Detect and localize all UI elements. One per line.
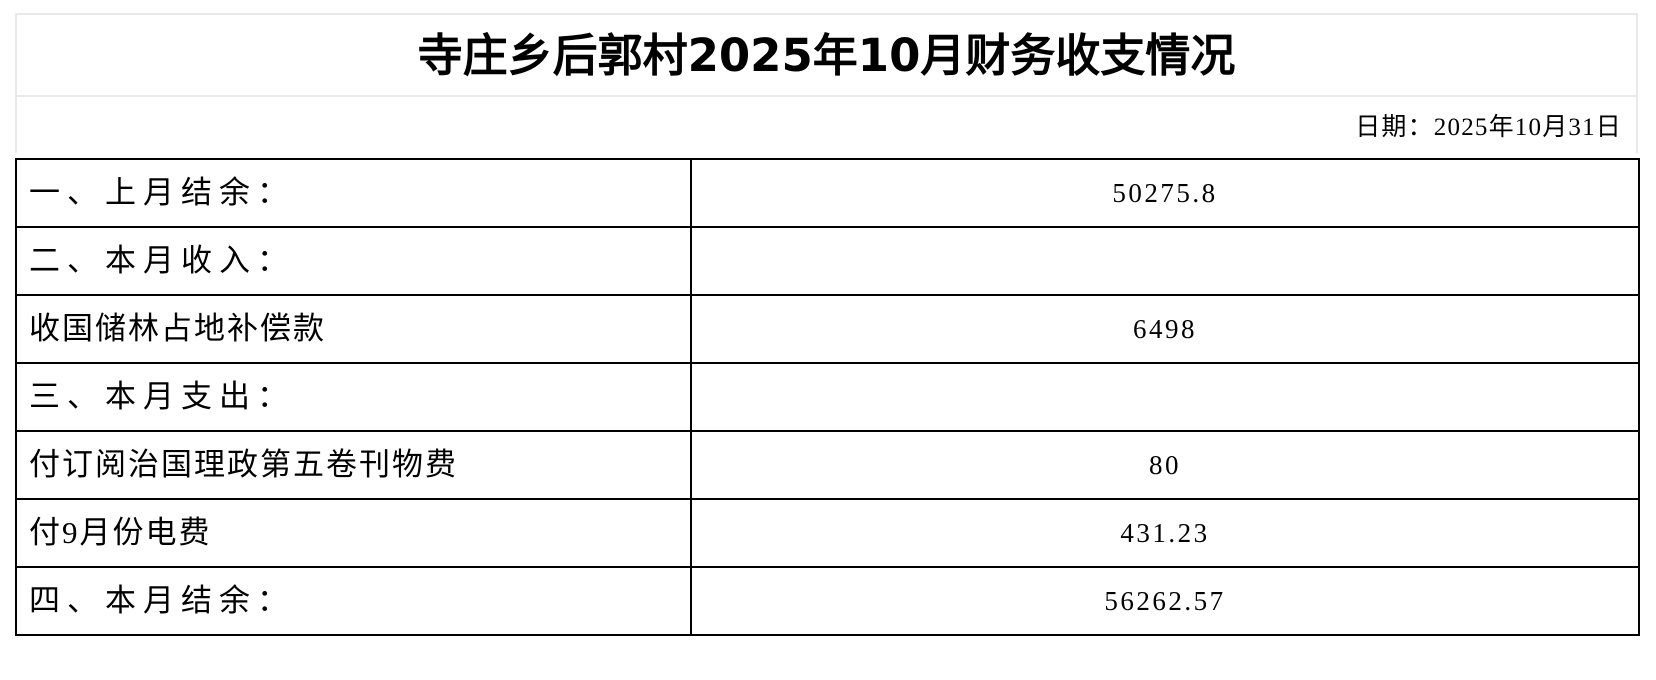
finance-table-body: 一、上月结余： 50275.8 二、本月收入： 收国储林占地补偿款	[15, 158, 1640, 636]
row-value-cell: 6498	[690, 294, 1640, 364]
page-title: 寺庄乡后郭村2025年10月财务收支情况	[417, 28, 1236, 82]
row-label: 付订阅治国理政第五卷刊物费	[29, 446, 458, 482]
table-row: 收国储林占地补偿款 6498	[15, 294, 1640, 364]
title-cell: 寺庄乡后郭村2025年10月财务收支情况	[17, 15, 1636, 97]
row-label: 收国储林占地补偿款	[29, 310, 326, 346]
table-row: 付9月份电费 431.23	[15, 498, 1640, 568]
row-value-cell	[690, 362, 1640, 432]
row-value-cell: 56262.57	[690, 566, 1640, 636]
table-row: 四、本月结余： 56262.57	[15, 566, 1640, 636]
row-label: 三、本月支出：	[29, 378, 295, 414]
row-value: 431.23	[1120, 517, 1210, 548]
row-label-cell: 三、本月支出：	[15, 362, 692, 432]
row-label-cell: 一、上月结余：	[15, 158, 692, 228]
table-row: 二、本月收入：	[15, 226, 1640, 296]
date-cell: 日期：2025年10月31日	[17, 97, 1636, 153]
row-value-cell: 50275.8	[690, 158, 1640, 228]
finance-table: 一、上月结余： 50275.8 二、本月收入： 收国储林占地补偿款	[15, 158, 1640, 636]
row-value-cell	[690, 226, 1640, 296]
row-value: 6498	[1133, 313, 1197, 344]
row-label-cell: 收国储林占地补偿款	[15, 294, 692, 364]
table-row: 付订阅治国理政第五卷刊物费 80	[15, 430, 1640, 500]
row-label: 四、本月结余：	[29, 582, 295, 618]
row-value: 56262.57	[1104, 585, 1226, 616]
row-value: 80	[1149, 449, 1181, 480]
row-label-cell: 付9月份电费	[15, 498, 692, 568]
row-value-cell: 80	[690, 430, 1640, 500]
row-label-cell: 二、本月收入：	[15, 226, 692, 296]
statement-date: 日期：2025年10月31日	[1355, 114, 1622, 141]
table-row: 一、上月结余： 50275.8	[15, 158, 1640, 228]
table-row: 三、本月支出：	[15, 362, 1640, 432]
row-value: 50275.8	[1112, 177, 1218, 208]
row-value-cell: 431.23	[690, 498, 1640, 568]
row-label: 一、上月结余：	[29, 174, 295, 210]
row-label-cell: 四、本月结余：	[15, 566, 692, 636]
row-label: 二、本月收入：	[29, 242, 295, 278]
row-label-cell: 付订阅治国理政第五卷刊物费	[15, 430, 692, 500]
row-label: 付9月份电费	[29, 514, 212, 550]
header-block: 寺庄乡后郭村2025年10月财务收支情况 日期：2025年10月31日	[15, 13, 1638, 153]
